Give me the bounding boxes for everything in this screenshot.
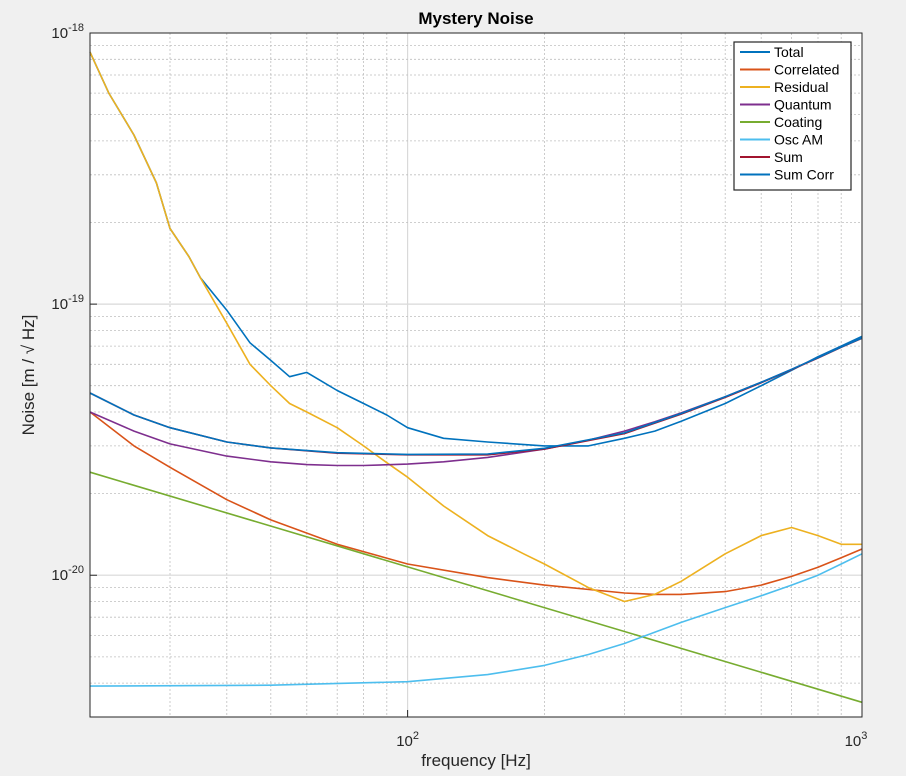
y-tick-label: 10-19 (51, 293, 84, 313)
y-tick-label: 10-20 (51, 564, 84, 584)
series-line-residual (89, 51, 862, 603)
series-line-correlated (89, 411, 863, 596)
plot-area (90, 33, 862, 717)
series-line-coating (89, 471, 863, 704)
plot-frame (89, 32, 863, 718)
legend-label: Osc AM (774, 132, 823, 148)
legend-label: Quantum (774, 97, 832, 113)
legend-label: Sum Corr (774, 167, 834, 183)
series-line-sum-corr (89, 337, 863, 456)
series-layer (89, 51, 863, 704)
ticks: 102 103 10-20 10-19 10-18 (51, 22, 867, 750)
series-line-osc-am (89, 553, 863, 687)
chart-title: Mystery Noise (418, 9, 533, 28)
x-axis-label: frequency [Hz] (421, 751, 531, 770)
legend-label: Residual (774, 79, 828, 95)
x-tick-label: 102 (396, 730, 419, 750)
grid (90, 33, 862, 718)
x-tick-label: 103 (845, 730, 868, 750)
y-tick-label: 10-18 (51, 22, 84, 42)
legend-label: Sum (774, 149, 803, 165)
legend-label: Total (774, 44, 804, 60)
legend-label: Correlated (774, 62, 839, 78)
y-axis-label: Noise [m / √ Hz] (19, 315, 38, 436)
legend-label: Coating (774, 114, 822, 130)
legend-box (733, 41, 852, 191)
